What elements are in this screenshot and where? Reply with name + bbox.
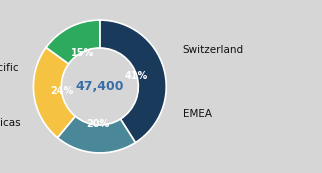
Text: EMEA: EMEA bbox=[183, 109, 212, 119]
Text: Americas: Americas bbox=[0, 118, 22, 128]
Wedge shape bbox=[100, 20, 166, 143]
Wedge shape bbox=[46, 20, 100, 64]
Text: 47,400: 47,400 bbox=[76, 80, 124, 93]
Text: 41%: 41% bbox=[125, 71, 148, 81]
Wedge shape bbox=[33, 47, 75, 138]
Text: Asia Pacific: Asia Pacific bbox=[0, 63, 19, 73]
Text: 15%: 15% bbox=[71, 48, 94, 58]
Text: Switzerland: Switzerland bbox=[183, 45, 244, 55]
Text: 20%: 20% bbox=[86, 119, 109, 129]
Wedge shape bbox=[57, 116, 136, 153]
Text: 24%: 24% bbox=[51, 86, 74, 96]
